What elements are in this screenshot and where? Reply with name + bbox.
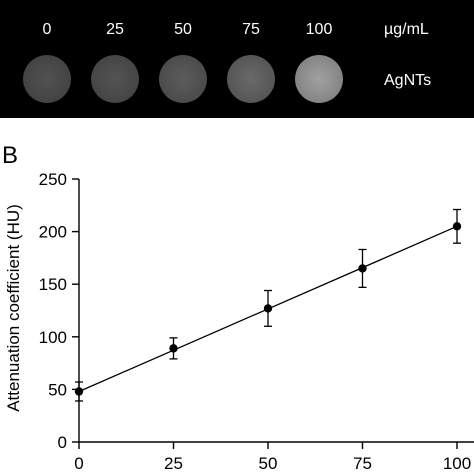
- data-point: [358, 264, 367, 273]
- data-point: [169, 344, 178, 353]
- concentration-label: 0: [43, 21, 52, 38]
- concentration-label: 75: [242, 21, 260, 38]
- sample-circle: [159, 55, 207, 103]
- sample-label: AgNTs: [384, 72, 431, 89]
- x-tick-label: 100: [443, 454, 471, 473]
- y-tick-label: 100: [39, 328, 67, 347]
- y-tick-label: 200: [39, 223, 67, 242]
- y-tick-label: 50: [48, 380, 67, 399]
- x-tick-label: 75: [353, 454, 372, 473]
- sample-circle: [295, 55, 343, 103]
- y-tick-label: 250: [39, 170, 67, 189]
- panel-letter: B: [2, 142, 19, 169]
- ct-phantom-svg: 0 25 50 75 100 µg/mL AgNTs: [23, 21, 431, 103]
- concentration-label: 50: [174, 21, 192, 38]
- data-point: [452, 222, 462, 231]
- x-tick-label: 50: [259, 454, 278, 473]
- concentration-label: 100: [306, 21, 333, 38]
- x-tick-label: 25: [164, 454, 183, 473]
- unit-label: µg/mL: [384, 21, 429, 38]
- y-tick-label: 0: [58, 433, 67, 452]
- sample-circle: [227, 55, 275, 103]
- data-point: [263, 304, 273, 313]
- y-axis-label: Attenuation coefficient (HU): [4, 204, 23, 412]
- sample-circle: [23, 55, 71, 103]
- data-point: [74, 387, 84, 396]
- ct-image-panel: 0 25 50 75 100 µg/mL AgNTs: [0, 0, 474, 118]
- sample-circle: [91, 55, 139, 103]
- y-tick-label: 150: [39, 275, 67, 294]
- concentration-label: 25: [106, 21, 124, 38]
- x-tick-label: 0: [74, 454, 83, 473]
